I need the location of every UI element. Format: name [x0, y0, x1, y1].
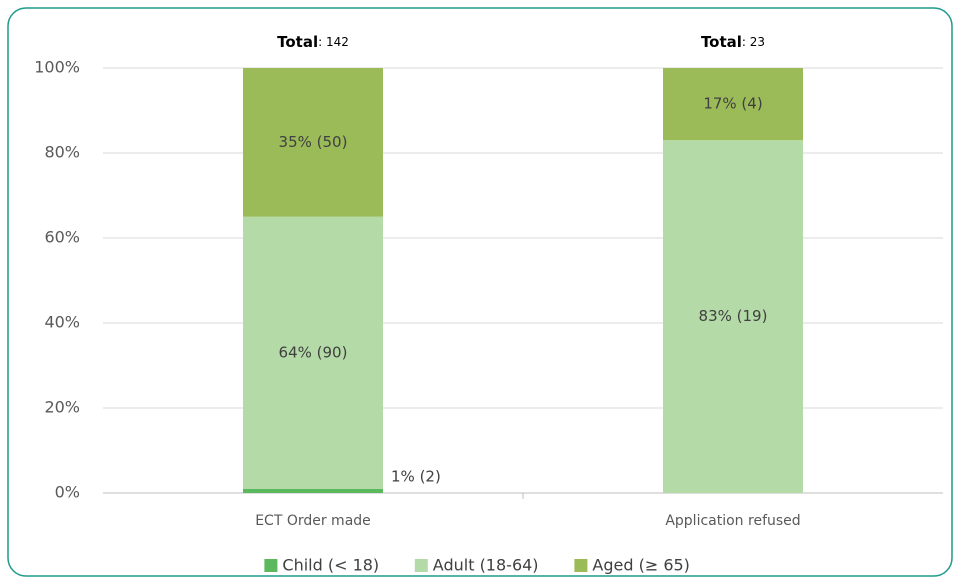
bar-segment: [243, 216, 383, 489]
bar-segment: [663, 68, 803, 141]
total-label: Total: 23: [701, 33, 765, 51]
total-value: : 23: [742, 35, 765, 49]
x-tick-label: ECT Order made: [255, 513, 371, 529]
legend-swatch: [264, 559, 278, 572]
bar-segment: [663, 140, 803, 493]
x-tick-label: Application refused: [665, 513, 800, 529]
data-label: 1% (2): [391, 467, 441, 485]
bar-segment: [243, 488, 383, 493]
legend-swatch: [414, 559, 428, 572]
bar-segment: [243, 68, 383, 217]
data-label: 17% (4): [703, 95, 762, 113]
total-label: Total: 142: [277, 33, 349, 51]
y-tick-label: 40%: [44, 313, 80, 332]
total-value: : 142: [318, 35, 349, 49]
legend-label: Adult (18-64): [433, 556, 539, 575]
y-tick-label: 60%: [44, 228, 80, 247]
legend-swatch: [574, 559, 588, 572]
data-label: 83% (19): [699, 307, 768, 325]
y-tick-label: 100%: [34, 58, 80, 77]
y-tick-label: 20%: [44, 398, 80, 417]
legend-label: Child (< 18): [282, 556, 379, 575]
data-label: 64% (90): [279, 343, 348, 361]
y-tick-label: 0%: [55, 483, 80, 502]
chart-border: [7, 7, 953, 577]
y-tick-label: 80%: [44, 143, 80, 162]
total-title: Total: [277, 33, 318, 51]
legend-label: Aged (≥ 65): [592, 556, 690, 575]
data-label: 35% (50): [279, 133, 348, 151]
total-title: Total: [701, 33, 742, 51]
